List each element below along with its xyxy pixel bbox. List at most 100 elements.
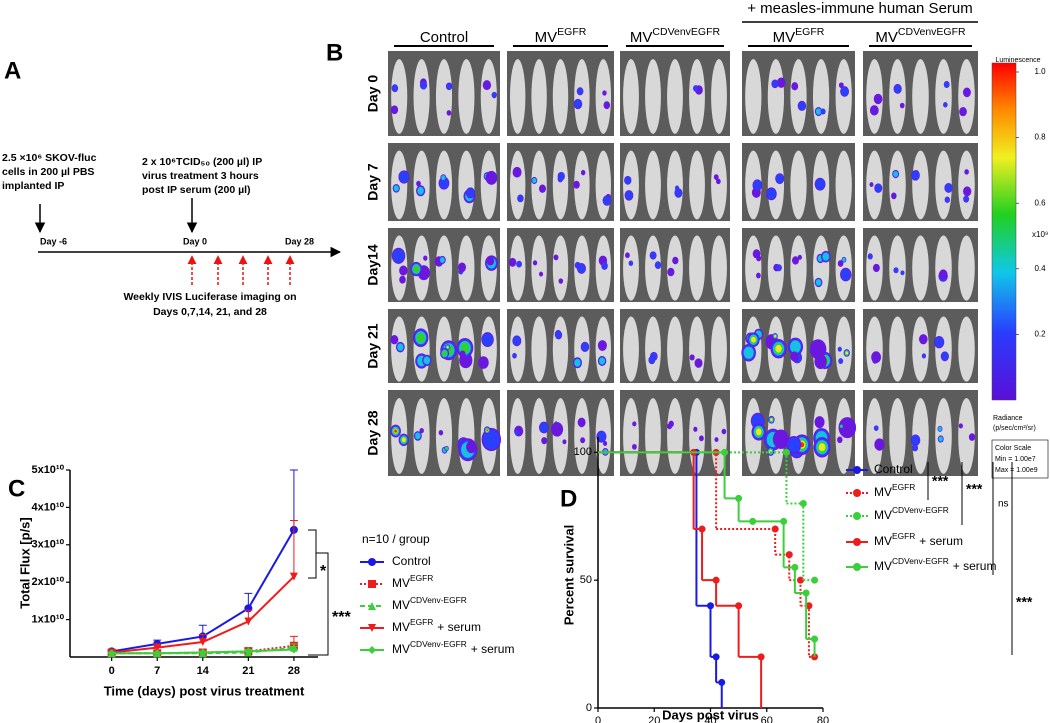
mouse xyxy=(689,150,705,220)
mouse xyxy=(889,316,906,382)
y-tick-label: 100 xyxy=(574,446,592,458)
signal xyxy=(774,334,777,338)
x-axis-label: Days post virus xyxy=(662,707,759,722)
step-segment xyxy=(702,579,718,606)
mouse xyxy=(458,59,475,134)
signal xyxy=(466,440,477,454)
legend-marker xyxy=(853,489,861,497)
signal xyxy=(458,262,467,273)
scale-text: Min = 1.00e7 xyxy=(995,456,1036,463)
label-sup: EGFR xyxy=(557,26,587,38)
signal xyxy=(485,170,498,185)
mouse xyxy=(623,59,639,134)
mouse xyxy=(458,150,475,220)
marker xyxy=(244,617,253,626)
signal xyxy=(837,436,843,444)
legend-label: MVCDVenv-EGFR xyxy=(392,595,467,612)
label-name: MV xyxy=(392,642,410,656)
signal xyxy=(597,431,606,442)
signal xyxy=(958,423,963,429)
mouse xyxy=(413,316,430,382)
mouse xyxy=(667,235,683,301)
signal xyxy=(602,90,607,96)
signal xyxy=(776,77,786,88)
marker xyxy=(721,448,729,456)
signal xyxy=(412,265,420,274)
label-sup: CDVenv-EGFR xyxy=(892,505,949,515)
marker xyxy=(698,525,706,533)
signal xyxy=(439,257,445,263)
mouse xyxy=(866,398,883,474)
signal xyxy=(911,435,920,446)
mouse xyxy=(531,235,547,301)
label-name: MV xyxy=(874,485,892,499)
mouse xyxy=(711,150,727,220)
marker xyxy=(799,499,807,507)
signal xyxy=(446,110,452,116)
label-name: MV xyxy=(392,620,410,634)
signal xyxy=(483,429,500,450)
mouse xyxy=(574,59,590,134)
mouse xyxy=(391,150,408,220)
mouse xyxy=(812,59,830,134)
signal xyxy=(632,443,637,450)
marker xyxy=(785,551,793,559)
signal xyxy=(401,437,406,443)
signal xyxy=(672,256,679,265)
signal xyxy=(838,82,844,89)
marker xyxy=(107,649,116,658)
signal xyxy=(625,252,630,259)
legend-label: MVEGFR xyxy=(392,573,433,590)
colorbar-tick-label: 0.4 xyxy=(1034,264,1046,273)
mouse xyxy=(790,235,807,301)
error-bar xyxy=(289,469,298,530)
mouse xyxy=(391,398,408,474)
signal xyxy=(574,358,581,367)
signal xyxy=(944,196,950,203)
signal xyxy=(934,336,944,348)
mouse xyxy=(645,398,661,474)
label-name: MV xyxy=(630,29,653,46)
signal xyxy=(772,429,790,449)
signal xyxy=(573,180,580,189)
y-tick-label: 4x10¹⁰ xyxy=(31,501,64,513)
mouse xyxy=(745,59,762,134)
marker xyxy=(198,648,207,657)
signal xyxy=(874,438,885,451)
signal xyxy=(714,437,719,442)
imaging-note: Days 0,7,14, 21, and 28 xyxy=(153,306,267,318)
colorbar-unit: x10⁹ xyxy=(1032,230,1048,239)
legend-title: n=10 / group xyxy=(362,532,430,546)
annotation: ns xyxy=(998,499,1009,510)
marker xyxy=(802,589,810,597)
panel-label: B xyxy=(326,39,343,66)
signal xyxy=(577,87,583,95)
mouse xyxy=(790,59,807,134)
mouse xyxy=(480,316,497,382)
signal xyxy=(873,93,883,105)
imaging-grid xyxy=(388,51,978,476)
legend-label: MVEGFR + serum xyxy=(392,617,481,634)
signal xyxy=(845,351,849,355)
label-name: Control xyxy=(392,554,431,568)
signal xyxy=(655,261,661,269)
mouse xyxy=(509,150,526,220)
colorbar-title: Luminescence xyxy=(995,57,1040,64)
label-name: MV xyxy=(875,29,898,46)
signal xyxy=(478,356,489,369)
day-label: Day 0 xyxy=(365,75,381,113)
signal xyxy=(945,183,953,193)
colorbar xyxy=(991,62,1017,401)
signal xyxy=(715,178,721,185)
signal xyxy=(446,83,452,90)
signal xyxy=(893,267,899,273)
signal xyxy=(392,84,398,92)
mouse xyxy=(935,398,952,474)
marker xyxy=(198,638,207,647)
signal xyxy=(693,426,698,432)
signal xyxy=(625,190,633,200)
signal xyxy=(837,260,844,267)
step-segment xyxy=(716,681,723,708)
signal xyxy=(441,175,446,181)
y-tick-label: 50 xyxy=(580,574,592,586)
